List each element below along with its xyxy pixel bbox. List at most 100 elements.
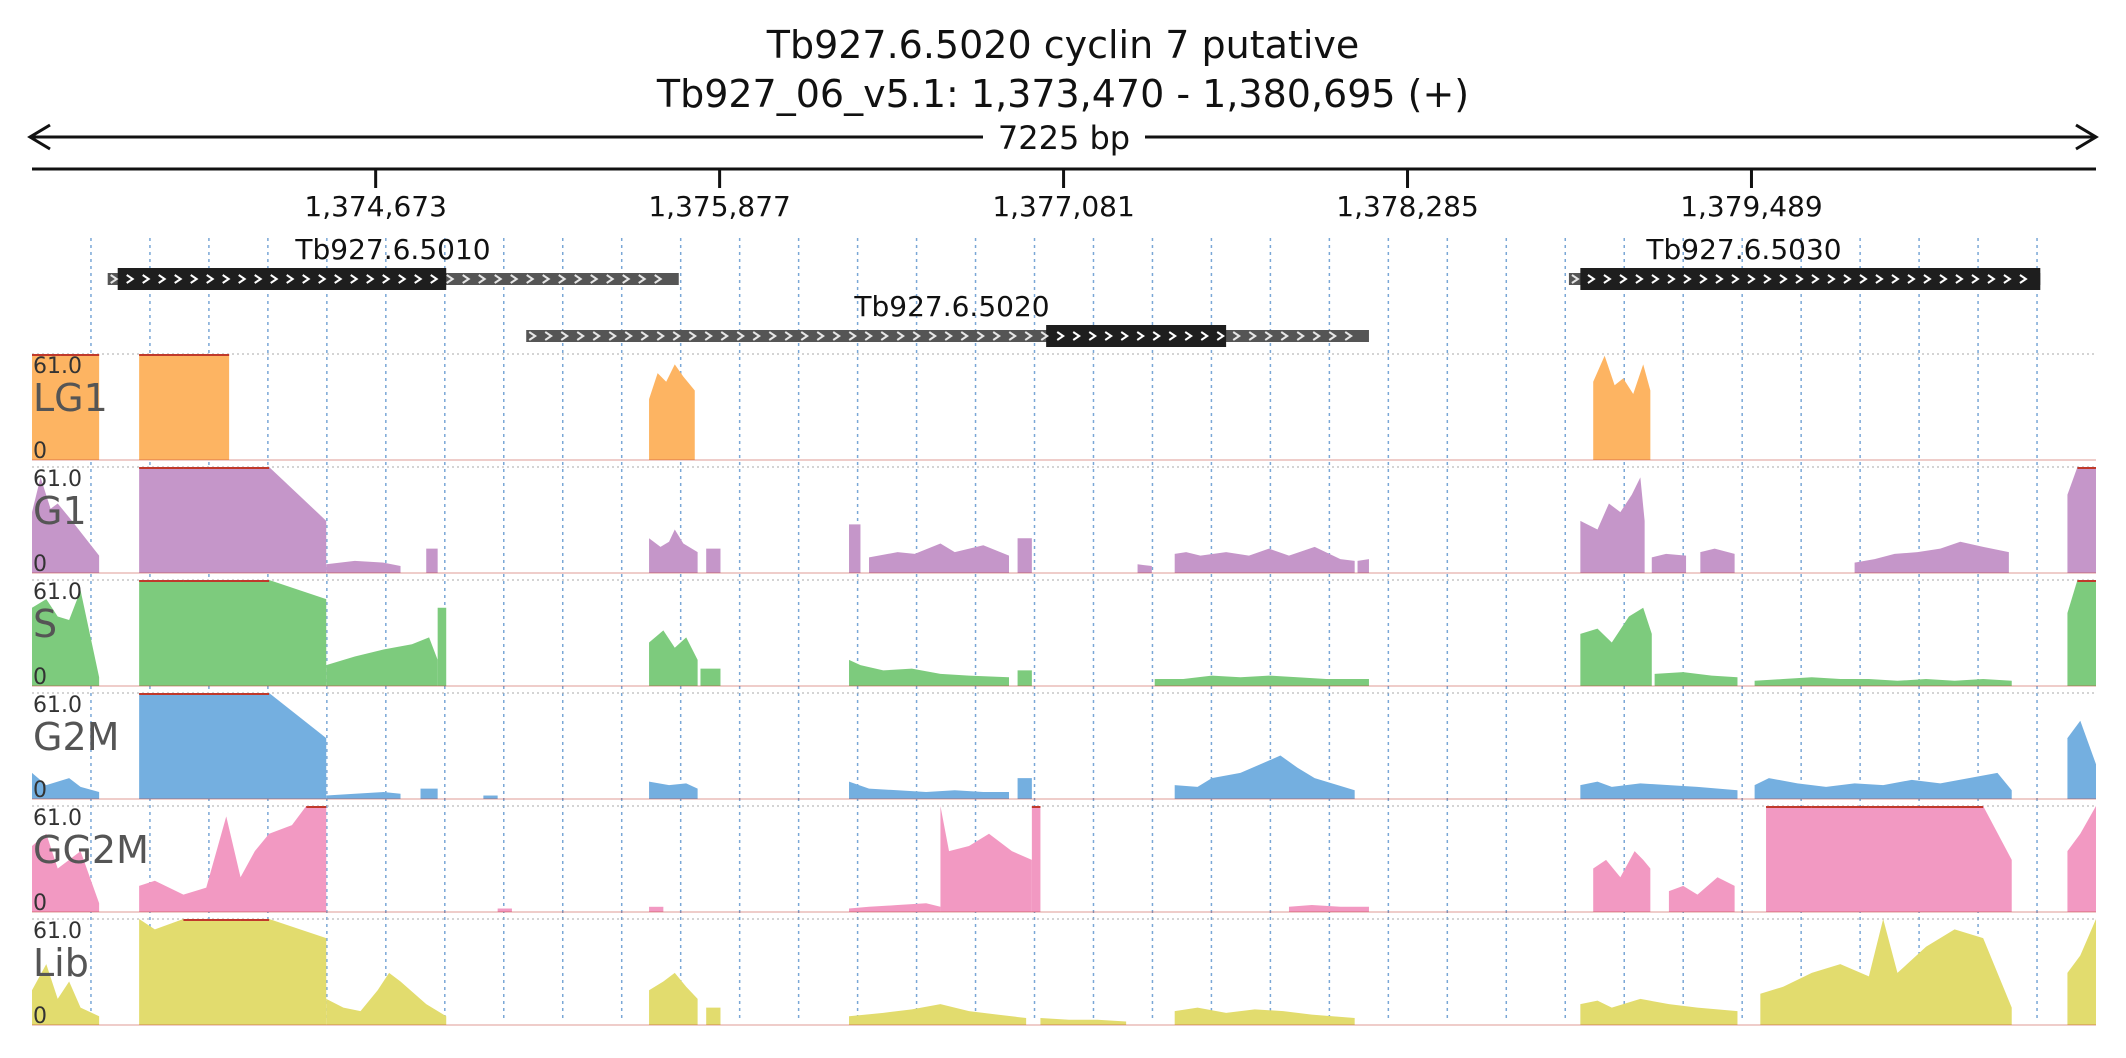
coverage-area	[649, 781, 698, 799]
coverage-area	[1754, 677, 2012, 686]
coverage-area	[32, 477, 100, 573]
track-y-min-label: 0	[33, 439, 47, 464]
span-length-label: 7225 bp	[998, 119, 1130, 157]
strand-chevron	[1248, 331, 1258, 341]
strand-chevron	[896, 331, 906, 341]
strand-chevron	[672, 331, 682, 341]
coverage-area	[1580, 998, 1738, 1025]
strand-chevron	[1795, 274, 1804, 284]
coverage-area	[1766, 806, 2012, 912]
strand-chevron	[158, 274, 167, 284]
x-tick-label: 1,379,489	[1680, 190, 1823, 223]
track-name-label: LG1	[33, 376, 108, 420]
strand-chevron	[1072, 331, 1082, 341]
coverage-area	[32, 964, 100, 1025]
coverage-area	[139, 467, 327, 573]
gene-label: Tb927.6.5030	[1645, 233, 1841, 266]
coverage-area	[649, 630, 698, 686]
strand-chevron	[1312, 331, 1322, 341]
strand-chevron	[1699, 274, 1708, 284]
strand-chevron	[992, 331, 1002, 341]
strand-chevron	[1811, 274, 1820, 284]
strand-chevron	[576, 331, 586, 341]
coverage-area	[649, 906, 664, 912]
coverage-area	[326, 972, 447, 1025]
track-y-max-label: 61.0	[33, 580, 82, 605]
track-y-min-label: 0	[33, 552, 47, 577]
strand-chevron	[1747, 274, 1756, 284]
strand-chevron	[1651, 274, 1660, 284]
strand-chevron	[494, 274, 503, 284]
strand-chevron	[398, 274, 407, 284]
coverage-area	[849, 781, 1010, 799]
coverage-area	[869, 543, 1010, 573]
track-name-label: S	[33, 602, 57, 646]
strand-chevron	[2003, 274, 2012, 284]
coverage-area	[849, 524, 861, 573]
strand-chevron	[270, 274, 279, 284]
strand-chevron	[608, 331, 618, 341]
track-lib: 61.0 0 Lib	[32, 918, 2096, 1029]
strand-chevron	[238, 274, 247, 284]
gene-cds-bar	[117, 268, 447, 290]
track-y-min-label: 0	[33, 1004, 47, 1029]
strand-chevron	[1152, 331, 1162, 341]
strand-chevron	[816, 331, 826, 341]
strand-chevron	[1763, 274, 1772, 284]
coverage-area	[139, 806, 327, 912]
strand-chevron	[1344, 331, 1354, 341]
gene-cds-bar	[1046, 325, 1227, 347]
coverage-area	[1357, 559, 1369, 573]
span-arrow-left-head	[27, 123, 51, 151]
strand-chevron	[848, 331, 858, 341]
coverage-area	[32, 833, 100, 912]
strand-chevron	[126, 274, 135, 284]
strand-chevron	[1987, 274, 1996, 284]
coverage-area	[2067, 919, 2096, 1025]
coverage-area	[1651, 553, 1687, 573]
coverage-area	[326, 560, 401, 573]
coverage-area	[1580, 781, 1738, 799]
coverage-area	[2067, 806, 2096, 912]
coverage-area	[1174, 546, 1355, 573]
strand-chevron	[1056, 331, 1066, 341]
strand-chevron	[1859, 274, 1868, 284]
track-y-min-label: 0	[33, 665, 47, 690]
strand-chevron	[736, 331, 746, 341]
coverage-area	[1154, 675, 1369, 686]
coverage-area	[420, 788, 438, 799]
coverage-area	[32, 590, 100, 686]
strand-chevron	[832, 331, 842, 341]
track-s: 61.0 0 S	[32, 579, 2096, 690]
strand-chevron	[446, 274, 455, 284]
coverage-area	[1854, 541, 2009, 573]
strand-chevron	[1184, 331, 1194, 341]
strand-chevron	[334, 274, 343, 284]
strand-chevron	[174, 274, 183, 284]
track-g1: 61.0 0 G1	[32, 466, 2096, 577]
coverage-area	[2067, 467, 2096, 573]
coverage-area	[1593, 355, 1651, 460]
track-gg2m: 61.0 0 GG2M	[32, 805, 2096, 916]
chart-title: Tb927.6.5020 cyclin 7 putative	[766, 23, 1360, 67]
coverage-area	[1593, 851, 1651, 912]
strand-chevron	[1232, 331, 1242, 341]
strand-chevron	[1040, 331, 1050, 341]
coverage-area	[1017, 778, 1032, 799]
strand-chevron	[1923, 274, 1932, 284]
coverage-area	[700, 668, 721, 686]
coverage-area	[139, 580, 327, 686]
strand-chevron	[590, 274, 599, 284]
coverage-area	[849, 1004, 1027, 1025]
gene-label: Tb927.6.5020	[853, 290, 1049, 323]
strand-chevron	[558, 274, 567, 284]
strand-chevron	[318, 274, 327, 284]
strand-chevron	[478, 274, 487, 284]
chart-subtitle: Tb927_06_v5.1: 1,373,470 - 1,380,695 (+)	[656, 72, 1469, 116]
strand-chevron	[1683, 274, 1692, 284]
strand-chevron	[414, 274, 423, 284]
x-tick-label: 1,374,673	[304, 190, 447, 223]
strand-chevron	[1136, 331, 1146, 341]
track-y-max-label: 61.0	[33, 806, 82, 831]
